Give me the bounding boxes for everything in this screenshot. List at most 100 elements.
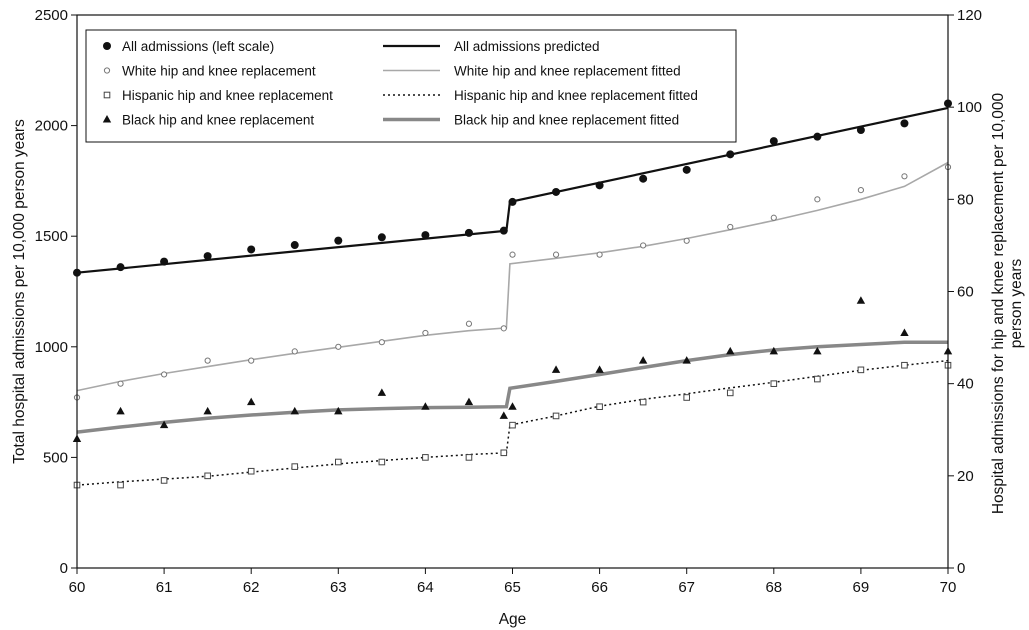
data-point — [334, 236, 343, 245]
legend-label: Hispanic hip and knee replacement — [122, 88, 333, 103]
legend-marker — [103, 67, 111, 74]
x-axis-title: Age — [499, 611, 527, 628]
data-point — [247, 245, 256, 254]
y-right-tick-label: 20 — [957, 468, 974, 485]
x-tick-label: 62 — [243, 579, 260, 596]
data-point — [290, 241, 299, 250]
chart-axes: 60 61 62 63 64 65 66 67 68 69 70050010001500200025… — [11, 7, 1025, 628]
x-tick-label: 61 — [156, 579, 173, 596]
legend-label: Black hip and knee replacement — [122, 113, 314, 128]
data-point — [117, 380, 124, 387]
x-tick-label: 70 — [940, 579, 957, 596]
data-point — [857, 187, 865, 194]
data-point — [552, 251, 560, 258]
legend-label: Black hip and knee replacement fitted — [454, 113, 679, 128]
data-point — [247, 467, 255, 475]
data-point — [857, 366, 865, 374]
data-point — [508, 197, 517, 206]
data-point — [596, 403, 603, 411]
data-point — [159, 420, 169, 429]
data-point — [640, 242, 647, 249]
data-point — [814, 196, 821, 203]
data-point — [639, 174, 648, 183]
legend-label: All admissions (left scale) — [122, 39, 274, 54]
x-tick-label: 63 — [330, 579, 347, 596]
data-point — [465, 320, 473, 327]
data-point — [291, 463, 299, 470]
data-point — [378, 339, 385, 346]
data-point — [901, 173, 908, 180]
data-point — [769, 137, 778, 146]
data-point — [499, 226, 508, 235]
x-tick-label: 64 — [417, 579, 434, 596]
data-point — [596, 251, 603, 258]
data-point — [377, 233, 386, 242]
data-point — [161, 371, 168, 378]
y-right-axis-title-line1: Hospital admissions for hip and knee rep… — [990, 92, 1007, 514]
data-point — [509, 251, 516, 258]
data-point — [552, 187, 561, 196]
x-tick-label: 69 — [853, 579, 870, 596]
data-point — [116, 406, 125, 415]
data-point — [726, 150, 735, 159]
y-right-axis-title-line2: person years — [1008, 258, 1025, 348]
x-tick-label: 66 — [591, 579, 608, 596]
legend-label: White hip and knee replacement — [122, 64, 316, 79]
series-line-7 — [76, 340, 948, 434]
data-point — [900, 119, 909, 128]
y-left-axis-title: Total hospital admissions per 10,000 per… — [11, 119, 28, 464]
series-line-5 — [76, 161, 949, 392]
data-point — [683, 237, 690, 244]
data-point — [203, 406, 212, 415]
data-point — [464, 228, 473, 237]
data-point — [335, 343, 342, 350]
y-left-tick-label: 1000 — [35, 339, 68, 356]
y-left-tick-label: 500 — [43, 449, 68, 466]
legend-label: White hip and knee replacement fitted — [454, 64, 681, 79]
data-point — [116, 263, 125, 272]
legend-marker — [103, 42, 111, 50]
chart-marks — [72, 99, 953, 489]
data-point — [204, 472, 211, 480]
data-point — [856, 296, 866, 304]
y-right-tick-label: 0 — [957, 560, 965, 577]
x-tick-label: 68 — [765, 579, 782, 596]
data-point — [422, 454, 429, 461]
legend-marker — [102, 115, 112, 123]
data-point — [499, 411, 508, 419]
data-point — [639, 398, 647, 406]
legend-box — [85, 29, 737, 143]
data-point — [248, 357, 255, 364]
data-point — [421, 402, 430, 410]
x-tick-label: 60 — [69, 579, 86, 596]
data-point — [117, 481, 124, 489]
x-tick-label: 67 — [678, 579, 695, 596]
data-point — [552, 412, 560, 420]
data-point — [500, 325, 507, 332]
data-point — [335, 458, 342, 466]
legend-label: All admissions predicted — [454, 39, 600, 54]
y-right-tick-label: 60 — [957, 284, 974, 301]
data-point — [638, 356, 648, 364]
data-point — [726, 389, 734, 397]
data-point — [814, 375, 821, 383]
y-right-tick-label: 80 — [957, 191, 974, 208]
data-point — [726, 346, 735, 355]
data-point — [727, 223, 734, 231]
data-point — [595, 365, 604, 373]
data-point — [334, 406, 343, 415]
data-point — [422, 329, 429, 337]
data-point — [421, 231, 430, 240]
data-point — [813, 346, 822, 355]
y-left-tick-label: 1500 — [35, 228, 68, 245]
data-point — [682, 356, 691, 364]
y-left-tick-label: 0 — [60, 560, 68, 577]
y-left-tick-label: 2500 — [35, 7, 68, 24]
data-point — [770, 380, 778, 387]
data-point — [508, 402, 517, 410]
data-point — [204, 357, 211, 364]
data-point — [290, 406, 299, 415]
data-point — [682, 165, 691, 174]
data-point — [856, 126, 865, 135]
